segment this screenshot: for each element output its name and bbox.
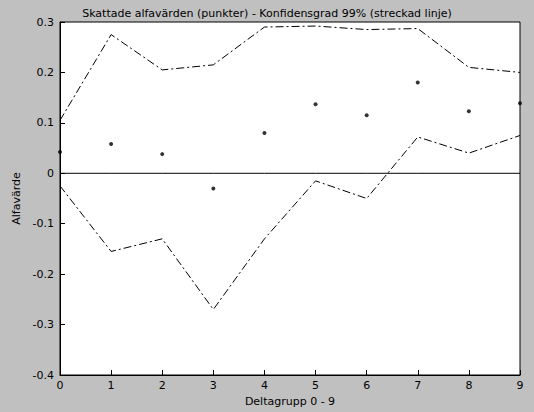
svg-text:4: 4 <box>261 379 268 392</box>
svg-text:Deltagrupp 0 - 9: Deltagrupp 0 - 9 <box>245 395 335 408</box>
svg-text:7: 7 <box>414 379 421 392</box>
svg-text:1: 1 <box>108 379 115 392</box>
svg-text:0: 0 <box>47 167 54 180</box>
svg-text:5: 5 <box>312 379 319 392</box>
svg-text:-0.1: -0.1 <box>33 217 54 230</box>
svg-text:-0.3: -0.3 <box>33 318 54 331</box>
svg-text:-0.2: -0.2 <box>33 268 54 281</box>
svg-text:3: 3 <box>210 379 217 392</box>
svg-text:-0.4: -0.4 <box>33 369 54 382</box>
svg-text:2: 2 <box>159 379 166 392</box>
svg-text:Alfavärde: Alfavärde <box>10 172 23 225</box>
svg-text:0.3: 0.3 <box>37 16 55 29</box>
svg-text:8: 8 <box>465 379 472 392</box>
svg-text:9: 9 <box>517 379 524 392</box>
svg-text:Skattade alfavärden (punkter): Skattade alfavärden (punkter) - Konfiden… <box>82 7 452 20</box>
svg-text:6: 6 <box>363 379 370 392</box>
svg-text:0: 0 <box>57 379 64 392</box>
svg-text:0.1: 0.1 <box>37 116 55 129</box>
svg-text:0.2: 0.2 <box>37 66 55 79</box>
